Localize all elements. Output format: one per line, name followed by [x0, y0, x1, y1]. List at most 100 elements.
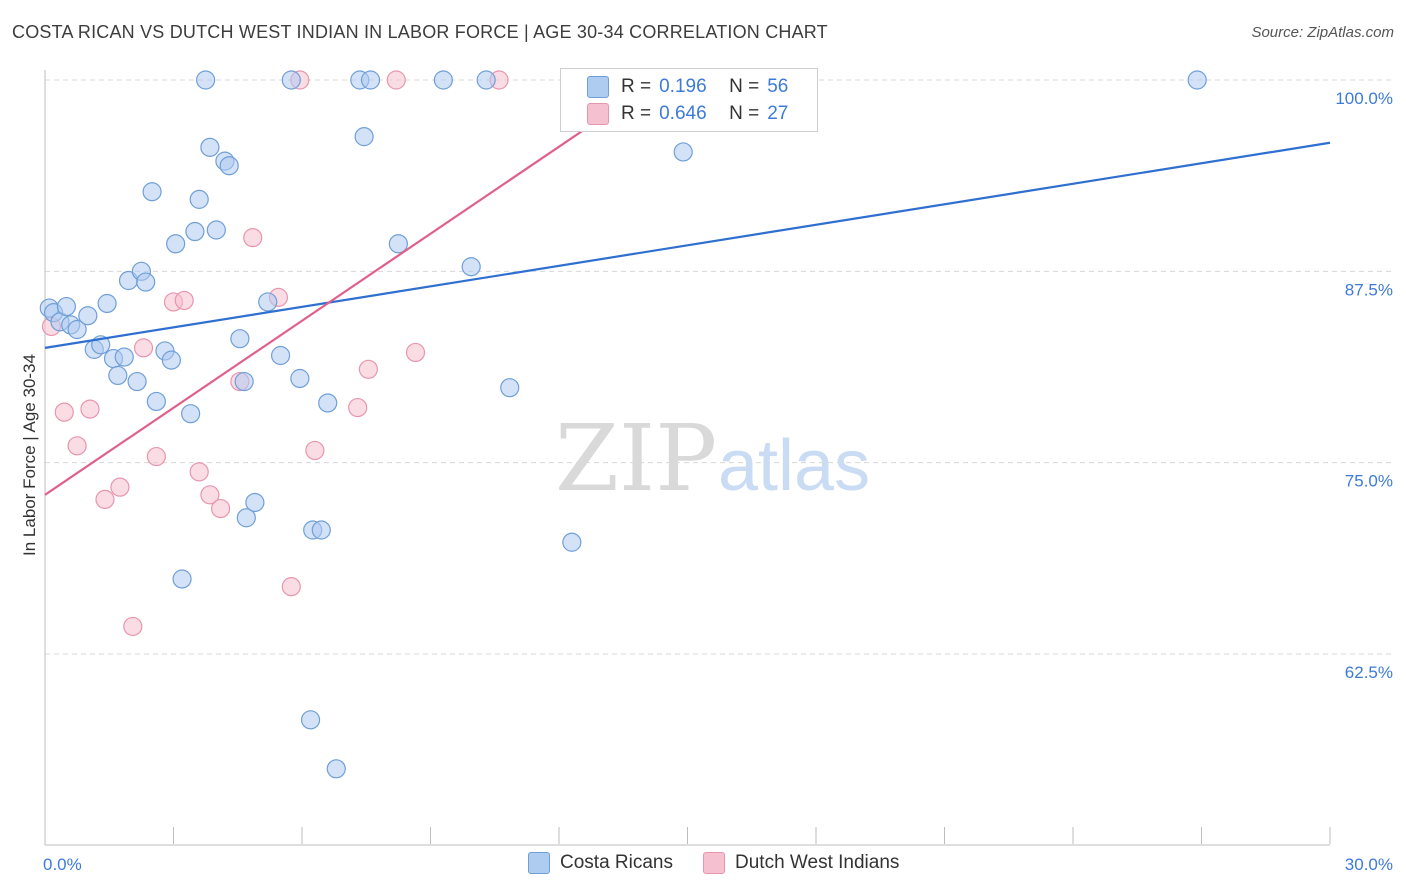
- dutch-west-indian-point: [67, 436, 87, 456]
- costa-rican-point: [189, 189, 209, 209]
- watermark-atlas: atlas: [718, 426, 870, 506]
- costa-rican-point: [281, 70, 301, 90]
- gridlines: [45, 79, 1395, 655]
- costa-rican-point: [97, 293, 117, 314]
- legend-label-costa-ricans: Costa Ricans: [560, 852, 673, 873]
- legend-swatch-blue: [587, 76, 609, 98]
- x-tick-label-right: 30.0%: [1345, 855, 1393, 874]
- costa-rican-point: [172, 569, 192, 589]
- costa-rican-point: [562, 532, 582, 552]
- dutch-west-indian-point: [133, 338, 154, 358]
- costa-rican-point: [500, 378, 520, 398]
- legend-label-dutch-west-indians: Dutch West Indians: [735, 852, 900, 873]
- dutch-west-indian-point: [281, 577, 301, 597]
- costa-rican-point: [136, 272, 156, 292]
- legend-swatch-pink: [703, 852, 725, 874]
- costa-rican-point: [354, 127, 374, 147]
- x-tick-label-left: 0.0%: [43, 855, 82, 874]
- legend-item-dutch-west-indians: Dutch West Indians: [703, 852, 899, 874]
- costa-rican-point: [185, 221, 205, 242]
- costa-rican-point: [234, 371, 254, 392]
- axes: [44, 70, 1331, 846]
- dutch-west-indian-point: [358, 359, 378, 379]
- legend-n-value: 56: [767, 76, 789, 97]
- dutch-west-indian-point: [189, 462, 209, 482]
- trend-lines: [44, 79, 1331, 496]
- dutch-west-indian-point: [305, 440, 325, 461]
- costa-rican-point: [290, 368, 310, 389]
- costa-rican-point: [433, 70, 453, 90]
- legend-r-label: R =: [621, 103, 652, 124]
- costa-rican-point: [200, 137, 220, 157]
- y-axis-title: In Labor Force | Age 30-34: [20, 354, 39, 556]
- legend-swatch-pink: [587, 103, 609, 125]
- legend-n-value: 27: [767, 103, 789, 124]
- costa-rican-point: [108, 365, 128, 386]
- dutch-west-indians-trend-line: [44, 79, 659, 496]
- costa-rican-point: [673, 142, 693, 162]
- source-label: Source: ZipAtlas.com: [1251, 24, 1394, 41]
- dutch-west-indian-point: [386, 70, 406, 90]
- costa-rican-point: [161, 350, 181, 370]
- costa-rican-point: [258, 292, 278, 312]
- costa-rican-point: [388, 234, 408, 254]
- costa-rican-point: [236, 508, 256, 528]
- costa-rican-point: [461, 257, 481, 277]
- correlation-legend: R = 0.196 N = 56 R = 0.646 N = 27: [560, 68, 818, 132]
- costa-rican-point: [245, 492, 265, 513]
- axis-labels: 100.0% 87.5% 75.0% 62.5% 0.0% 30.0%: [43, 89, 1393, 874]
- dutch-west-indian-point: [123, 616, 143, 637]
- costa-rican-point: [311, 520, 331, 540]
- costa-rican-point: [146, 391, 166, 412]
- y-tick-label: 87.5%: [1345, 280, 1393, 299]
- costa-rican-point: [1187, 70, 1207, 90]
- y-tick-label: 75.0%: [1345, 472, 1393, 491]
- costa-rican-point: [476, 70, 496, 90]
- dutch-west-indian-point: [54, 402, 74, 422]
- legend-r-value: 0.196: [659, 76, 707, 97]
- watermark-zip: ZIP: [555, 405, 717, 512]
- legend-r-label: R =: [621, 76, 652, 97]
- chart-title: COSTA RICAN VS DUTCH WEST INDIAN IN LABO…: [12, 22, 828, 42]
- y-tick-label: 62.5%: [1345, 663, 1393, 682]
- dutch-west-indian-point: [110, 477, 130, 497]
- dutch-west-indian-point: [95, 489, 115, 510]
- dutch-west-indian-point: [174, 290, 194, 311]
- series-legend: Costa Ricans Dutch West Indians: [528, 852, 929, 874]
- costa-rican-point: [230, 329, 250, 349]
- costa-ricans-points: [39, 70, 1207, 779]
- costa-rican-point: [219, 156, 239, 176]
- legend-row-dutch-west-indians: R = 0.646 N = 27: [587, 101, 788, 127]
- legend-r-value: 0.646: [659, 103, 707, 124]
- costa-rican-point: [127, 371, 147, 392]
- costa-rican-point: [114, 347, 134, 367]
- costa-rican-point: [78, 306, 98, 326]
- costa-rican-point: [270, 345, 291, 366]
- costa-rican-point: [300, 710, 321, 730]
- legend-row-costa-ricans: R = 0.196 N = 56: [587, 74, 788, 100]
- dutch-west-indian-point: [200, 485, 220, 505]
- costa-rican-point: [318, 393, 338, 413]
- dutch-west-indian-point: [348, 397, 368, 418]
- dutch-west-indian-point: [211, 498, 231, 519]
- costa-rican-point: [142, 182, 162, 202]
- y-tick-label: 100.0%: [1335, 89, 1393, 108]
- dutch-west-indian-point: [146, 446, 166, 467]
- costa-rican-point: [206, 220, 226, 240]
- dutch-west-indian-point: [405, 342, 426, 363]
- costa-rican-point: [56, 296, 77, 317]
- legend-n-label: N =: [729, 103, 760, 124]
- costa-rican-point: [181, 404, 201, 424]
- costa-rican-point: [360, 70, 381, 90]
- legend-item-costa-ricans: Costa Ricans: [528, 852, 673, 874]
- watermark: ZIP atlas: [555, 405, 870, 512]
- costa-ricans-trend-line: [44, 141, 1331, 349]
- costa-rican-point: [166, 234, 186, 254]
- legend-swatch-blue: [528, 852, 550, 874]
- costa-rican-point: [326, 759, 346, 779]
- dutch-west-indian-point: [80, 399, 100, 419]
- costa-rican-point: [67, 319, 87, 340]
- costa-rican-point: [196, 70, 216, 90]
- dutch-west-indian-point: [243, 228, 263, 248]
